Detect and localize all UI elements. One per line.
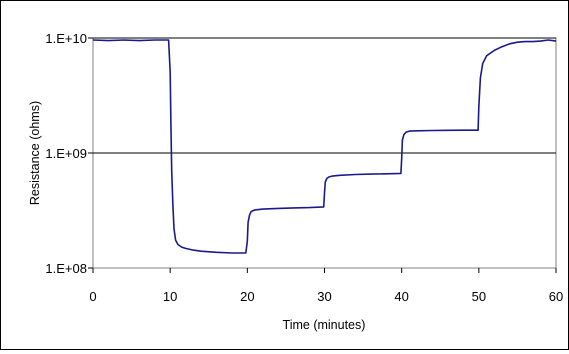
x-axis-title: Time (minutes): [283, 318, 366, 332]
tick-labels: 1.E+08 1.E+09 1.E+10 0 10 20 30 40 50 60: [45, 31, 563, 304]
x-tick-label: 20: [240, 289, 254, 304]
x-tick-label: 40: [394, 289, 408, 304]
x-tick-label: 0: [89, 289, 96, 304]
y-tick-label: 1.E+10: [45, 31, 87, 46]
gridlines: [88, 37, 557, 273]
series-line: [92, 39, 557, 254]
x-tick-label: 60: [549, 289, 563, 304]
x-tick-label: 50: [472, 289, 486, 304]
x-tick-label: 10: [163, 289, 177, 304]
y-tick-label: 1.E+08: [45, 261, 87, 276]
series-layer: [92, 39, 557, 254]
y-axis-title: Resistance (ohms): [28, 101, 42, 205]
line-chart: 1.E+08 1.E+09 1.E+10 0 10 20 30 40 50 60 Time (mi…: [28, 31, 563, 332]
y-tick-label: 1.E+09: [45, 146, 87, 161]
x-tick-label: 30: [317, 289, 331, 304]
